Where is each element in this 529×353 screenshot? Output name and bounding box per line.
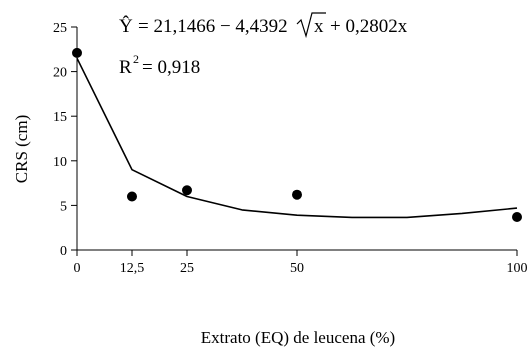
y-tick-label: 20	[53, 66, 67, 81]
y-axis-ticks: 0 5 10 15 20 25	[53, 21, 77, 259]
x-tick-label: 25	[180, 261, 194, 276]
y-tick-label: 10	[53, 155, 67, 170]
y-axis-title: CRS (cm)	[12, 115, 31, 183]
fitted-curve	[76, 57, 518, 219]
data-point	[512, 211, 522, 222]
data-point	[127, 191, 137, 202]
equation-lhs: Ŷ	[119, 15, 133, 37]
equation-rhs-x: x	[314, 16, 324, 37]
r-squared-base: R	[119, 57, 132, 78]
data-point	[292, 189, 302, 200]
x-axis-title: Extrato (EQ) de leucena (%)	[201, 328, 395, 347]
r-squared-exponent: 2	[133, 52, 139, 66]
square-root-sign	[296, 12, 326, 39]
fitted-line-group	[76, 57, 518, 219]
equation-rhs-b: + 0,2802x	[330, 16, 408, 37]
y-tick-label: 25	[53, 21, 67, 36]
data-point	[72, 47, 82, 58]
x-tick-label: 100	[507, 261, 528, 276]
x-tick-label: 12,5	[120, 261, 145, 276]
regression-equation: Ŷ = 21,1466 − 4,4392 x + 0,2802x	[119, 12, 408, 39]
equation-rhs-a: = 21,1466 − 4,4392	[138, 16, 288, 37]
x-tick-label: 50	[290, 261, 304, 276]
r-squared: R 2 = 0,918	[119, 52, 200, 78]
r-squared-value: = 0,918	[142, 57, 200, 78]
y-tick-label: 5	[60, 199, 67, 214]
x-tick-label: 0	[74, 261, 81, 276]
x-axis-ticks: 0 12,5 25 50 100	[74, 250, 528, 276]
y-tick-label: 15	[53, 110, 67, 125]
data-point	[182, 185, 192, 196]
data-points-group	[72, 47, 522, 222]
y-tick-label: 0	[60, 244, 67, 259]
